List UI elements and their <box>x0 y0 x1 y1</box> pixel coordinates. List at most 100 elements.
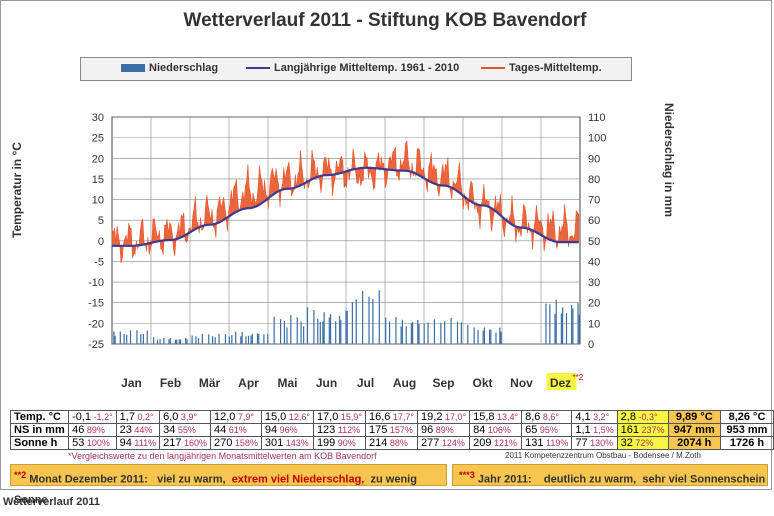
precip-bar <box>168 339 170 344</box>
precip-bar <box>231 335 233 344</box>
stats-value: 46 <box>72 424 85 436</box>
precip-bar <box>159 339 161 344</box>
stats-year-value: 947 mm <box>667 423 721 437</box>
x-tick-label: Mai <box>277 376 297 390</box>
precip-bar <box>218 333 220 344</box>
stats-percent: 13,4° <box>494 412 519 422</box>
stats-value: 199 <box>316 437 336 449</box>
legend-longterm-label: Langjährige Mitteltemp. 1961 - 2010 <box>274 62 460 74</box>
precip-bar <box>140 334 142 344</box>
stats-value: 15,8 <box>473 411 495 423</box>
dec-text-2: extrem viel Niederschlag, <box>231 473 365 486</box>
precip-bar <box>460 322 462 344</box>
dec-mark: **2 <box>14 470 27 480</box>
precip-bar <box>251 333 253 344</box>
precip-bar <box>351 301 353 344</box>
precip-bar <box>247 335 250 344</box>
stats-cell: 32 72% <box>616 436 669 450</box>
precip-bar <box>256 333 259 344</box>
chart-title: Wetterverlauf 2011 - Stiftung KOB Bavend… <box>183 10 587 31</box>
stats-value: 16,6 <box>368 411 391 423</box>
stats-percent: 12,6° <box>286 412 310 422</box>
stats-value: 2,8 <box>620 411 636 423</box>
precip-bar <box>565 313 568 344</box>
stats-cell: 301 143% <box>260 436 314 450</box>
stats-cell: 84 106% <box>469 423 523 437</box>
precip-bar <box>163 338 165 344</box>
stats-value: 53 <box>72 437 85 449</box>
stats-percent: 8,6° <box>540 412 560 422</box>
precip-bar <box>578 314 580 344</box>
precip-bar <box>329 314 332 344</box>
x-tick-label: Jan <box>121 376 142 390</box>
y-left-tick-label: -5 <box>94 256 104 268</box>
precip-bar <box>197 338 200 344</box>
precip-bar <box>328 317 330 344</box>
precip-bar <box>126 334 128 344</box>
y-right-tick-label: 90 <box>588 153 600 165</box>
legend-daily-label: Tages-Mitteltemp. <box>509 62 602 74</box>
precip-bar <box>186 339 188 344</box>
stats-percent: 112% <box>335 425 361 435</box>
stats-cell: 123 112% <box>312 423 366 437</box>
stats-percent: 1,5% <box>590 425 614 435</box>
stats-value: 270 <box>214 437 233 449</box>
stats-cell: 46 89% <box>68 423 117 437</box>
precip-bar <box>317 318 319 344</box>
precip-bar <box>306 307 309 344</box>
precip-bar <box>499 327 501 344</box>
precip-bar <box>319 321 321 344</box>
longterm-mean-line <box>112 166 579 247</box>
precip-bar <box>323 312 325 344</box>
credit-note: 2011 Kompetenzzentrum Obstbau - Bodensee… <box>505 451 701 460</box>
stats-row: NS in mm 46 89% 23 44% 34 55% 44 61% 94 96% 12… <box>9 423 774 437</box>
precip-bar <box>119 331 121 344</box>
x-tick-label: Dez <box>550 376 571 390</box>
stats-value: 123 <box>316 424 336 436</box>
precip-bar <box>450 318 452 344</box>
precip-bar <box>410 322 412 344</box>
precip-bar <box>156 339 159 344</box>
stats-row: Temp. °C -0,1 -1,2° 1,7 0,2° 6,0 3,9° 12,0 7… <box>9 410 774 424</box>
precip-bar <box>258 333 260 344</box>
stats-value: 94 <box>264 424 278 436</box>
stats-cell: 131 119% <box>521 436 573 450</box>
stats-value: 175 <box>368 424 388 436</box>
y-right-tick-label: 100 <box>588 133 606 145</box>
precip-bar <box>490 329 492 344</box>
stats-row: Sonne h 53 100% 94 111% 217 160% 270 158% 301… <box>9 436 774 450</box>
stats-cell: 77 130% <box>571 436 618 450</box>
precip-bar <box>345 310 347 344</box>
year-mark: ***3 <box>459 470 475 480</box>
x-tick-label: Aug <box>393 376 416 390</box>
stats-percent: 88% <box>387 438 408 448</box>
stats-percent: 0,2° <box>134 412 154 422</box>
y-right-tick-label: 110 <box>588 112 606 124</box>
stats-cell: 217 160% <box>159 436 211 450</box>
precip-bar <box>355 299 357 344</box>
stats-cell: 94 111% <box>115 436 161 450</box>
precip-bar <box>201 333 203 344</box>
stats-percent: 160% <box>181 438 207 448</box>
precip-bar <box>577 303 579 344</box>
stats-cell: 96 89% <box>417 423 471 437</box>
x-tick-label: Sep <box>432 376 454 390</box>
stats-cell: 2,8 -0,3° <box>616 410 669 424</box>
precip-bar <box>495 332 497 344</box>
precip-bar <box>440 322 442 344</box>
stats-row-label: Temp. °C <box>9 410 70 424</box>
stats-cell: 19,2 17,0° <box>417 410 471 424</box>
precip-bar <box>303 326 305 344</box>
y-left-tick-label: 25 <box>92 133 104 145</box>
precip-bar <box>176 339 178 344</box>
stats-percent: -1,2° <box>91 412 113 422</box>
y-right-tick-label: 70 <box>588 195 600 207</box>
y-left-tick-label: 30 <box>92 112 104 124</box>
precip-bar <box>346 310 348 344</box>
stats-percent: 17,0° <box>442 412 467 422</box>
precip-bar <box>456 321 459 344</box>
stats-percent: 130% <box>587 438 614 448</box>
y-left-tick-label: 5 <box>98 215 104 227</box>
stats-cell: 4,1 3,2° <box>571 410 618 424</box>
stats-percent: 237% <box>639 425 665 435</box>
